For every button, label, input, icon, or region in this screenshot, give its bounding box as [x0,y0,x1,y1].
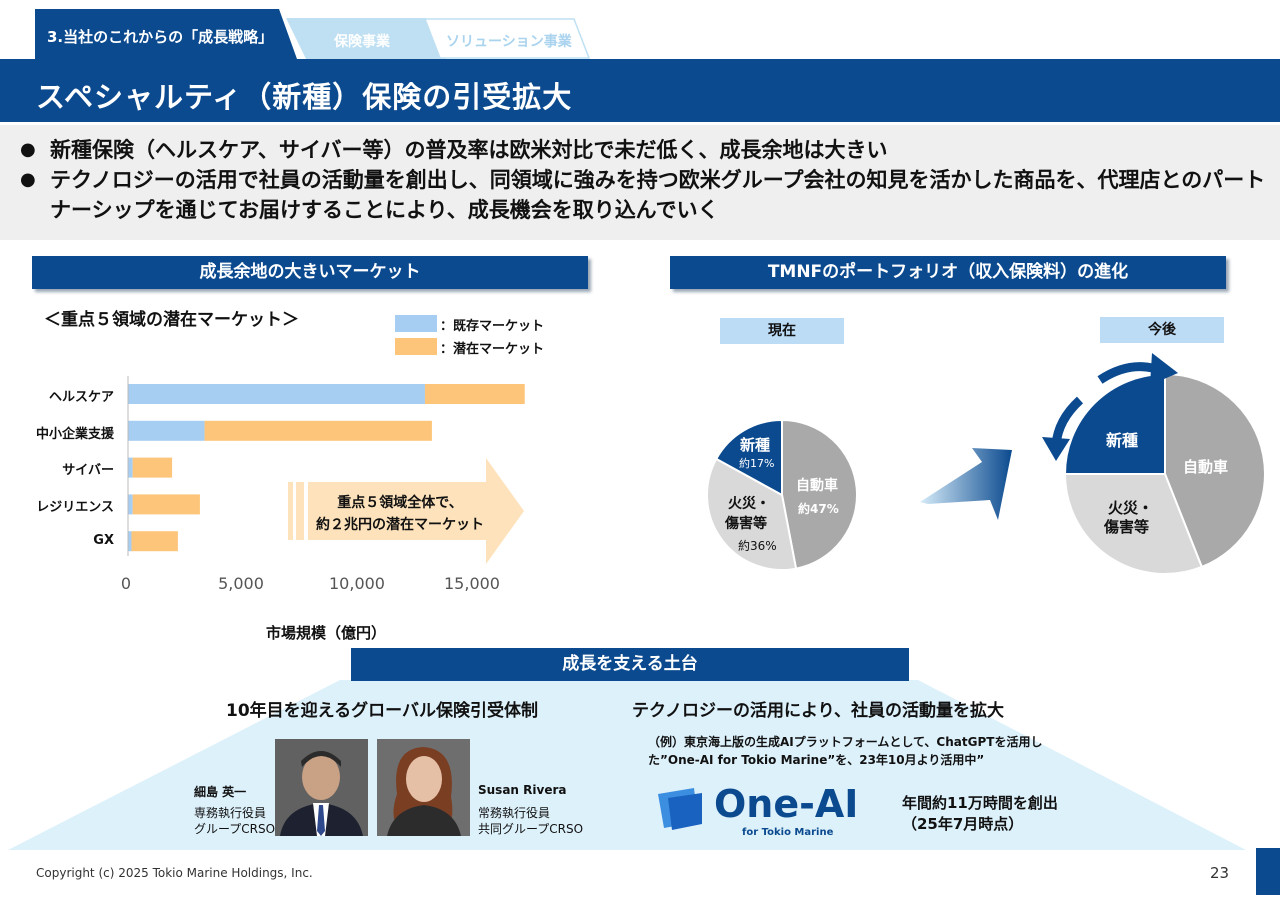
category-label: 中小企業支援 [35,427,114,442]
tab-insurance[interactable]: 保険事業 [286,18,446,59]
category-label: サイバー [62,463,114,478]
tab-insurance-label: 保険事業 [334,34,390,50]
pie-slice [714,418,783,497]
section-tab[interactable]: 3.当社のこれからの「成長戦略」 [35,9,297,59]
person2-role: 常務執行役員 [478,806,551,820]
tab-solution-outline [424,18,590,59]
person1-role-2: グループCRSO [194,822,276,836]
category-label: ヘルスケア [48,390,114,405]
rotate-arrows-icon [1042,353,1178,461]
pie-slice [1063,372,1166,475]
one-ai-logo-text: One-AI [714,782,859,826]
result-line-1: 年間約11万時間を創出 [902,794,1058,812]
bar-segment [128,457,133,478]
tab-solution[interactable]: ソリューション事業 [446,31,572,51]
person2-role-2: 共同グループCRSO [478,822,584,836]
x-axis-label: 市場規模（億円） [266,624,387,642]
one-ai-logo-icon [658,788,702,830]
bullet-dot-icon: ● [20,139,36,160]
category-label: GX [93,533,114,548]
person1-role: 専務執行役員 [194,806,267,820]
person2-photo [377,739,470,836]
bar-segment [128,420,205,441]
tab-solution-label: ソリューション事業 [446,34,572,50]
x-tick-label: 5,000 [218,574,264,593]
summary-bullets: ● 新種保険（ヘルスケア、サイバー等）の普及率は欧米対比で未だ低く、成長余地は大き… [0,125,1280,240]
pie-now-fire-label: 火災・ [728,496,770,512]
pie-chart-future [1063,372,1266,575]
market-heading: 成長余地の大きいマーケット [32,256,588,289]
legend-existing-swatch [395,315,437,332]
pie-future-fire-label: 火災・ [1108,499,1154,517]
person1-name: 細島 英一 [194,785,247,799]
pie-slice [781,418,858,570]
portfolio-heading: TMNFのポートフォリオ（収入保険料）の進化 [670,256,1226,289]
foundation-heading: 成長を支える土台 [351,648,909,681]
pie-slice [706,457,798,571]
x-tick-label: 0 [120,574,132,593]
person1-photo [275,739,368,836]
bar-segment [132,457,173,478]
foundation-left-title: 10年目を迎えるグローバル保険引受体制 [226,701,538,721]
x-tick-label: 10,000 [329,574,385,593]
bar-segment [131,531,178,552]
callout-line-1: 重点５領域全体で、 [337,495,463,511]
legend-potential-label: ：潜在マーケット [440,342,545,357]
bar-segment [132,494,200,515]
pie-now-new-pct: 約17% [739,457,775,470]
one-ai-logo-subtext: for Tokio Marine [742,827,834,838]
legend-potential-swatch [395,338,437,355]
category-label: レジリエンス [36,500,114,515]
callout-arrow-icon [288,458,524,564]
pie-chart-now [706,418,858,571]
bar-segment [424,384,525,404]
bullet-dot-icon: ● [20,169,36,190]
bar-segment [128,494,133,515]
transition-arrow-icon [920,448,1012,520]
bullet-text: テクノロジーの活用で社員の活動量を創出し、同領域に強みを持つ欧米グループ会社の知… [50,168,1266,222]
tech-example-line-1: （例）東京海上版の生成AIプラットフォームとして、ChatGPTを活用し [648,735,1043,749]
x-tick-label: 15,000 [444,574,500,593]
pie-now-fire-pct: 約36% [738,539,777,553]
page-title: スペシャルティ（新種）保険の引受拡大 [0,59,1280,122]
pie-now-fire-label-2: 傷害等 [725,516,767,532]
bar-segment [204,420,432,441]
foundation-right-title: テクノロジーの活用により、社員の活動量を拡大 [632,701,1004,721]
pie-now-car-pct: 約47% [798,502,839,516]
pie-now-car-label: 自動車 [796,478,838,494]
section-tab-label: 3.当社のこれからの「成長戦略」 [47,28,274,46]
market-subtitle: ＜重点５領域の潜在マーケット＞ [44,310,299,330]
result-line-2: （25年7月時点） [902,815,1024,833]
pie-now-label: 現在 [720,318,844,344]
bullet-text: 新種保険（ヘルスケア、サイバー等）の普及率は欧米対比で未だ低く、成長余地は大きい [50,138,888,162]
market-bar-chart [127,376,525,556]
pie-future-new-label: 新種 [1106,431,1139,450]
pie-future-label: 今後 [1100,317,1224,343]
callout-line-2: 約２兆円の潜在マーケット [316,517,484,533]
tech-example-line-2: た”One-AI for Tokio Marine”を、23年10月より活用中” [648,753,985,767]
pie-now-new-label: 新種 [740,436,771,454]
copyright: Copyright (c) 2025 Tokio Marine Holdings… [36,866,313,880]
footer-accent-bar [1256,848,1280,895]
person2-name: Susan Rivera [478,783,567,797]
legend-existing-label: ：既存マーケット [440,319,545,334]
page-number: 23 [1210,864,1230,882]
bar-segment [128,384,425,404]
pie-future-fire-label-2: 傷害等 [1104,518,1150,536]
bullet-item: ● 新種保険（ヘルスケア、サイバー等）の普及率は欧米対比で未だ低く、成長余地は大き… [20,135,1280,165]
pie-slice [1063,473,1204,575]
pie-slice [1164,372,1266,569]
bullet-item: ● テクノロジーの活用で社員の活動量を創出し、同領域に強みを持つ欧米グループ会社の… [20,165,1280,225]
pie-future-car-label: 自動車 [1183,458,1229,476]
bar-segment [128,531,132,552]
